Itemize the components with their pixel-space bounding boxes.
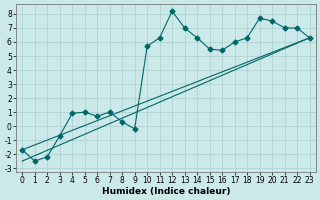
X-axis label: Humidex (Indice chaleur): Humidex (Indice chaleur): [102, 187, 230, 196]
